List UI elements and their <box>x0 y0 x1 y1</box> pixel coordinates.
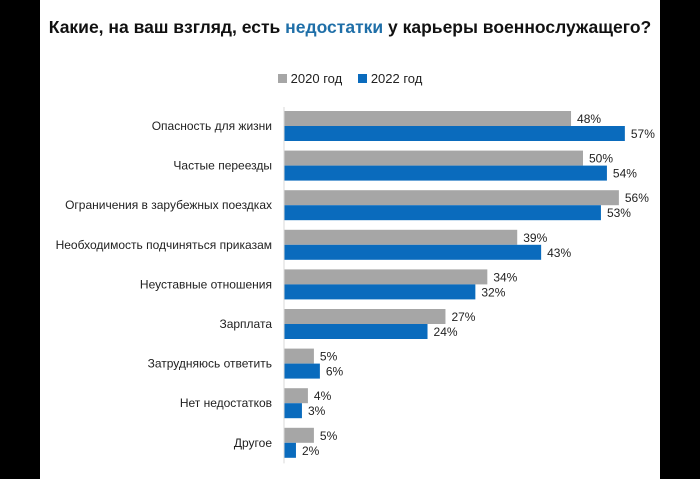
bar-2022 <box>284 284 476 300</box>
data-label: 4% <box>314 389 332 403</box>
data-label: 53% <box>607 206 631 220</box>
legend-label: 2022 год <box>370 71 423 86</box>
category-label: Необходимость подчиняться приказам <box>56 238 272 252</box>
bar-2020 <box>284 427 314 443</box>
legend-swatch <box>277 74 287 83</box>
data-label: 57% <box>631 127 655 141</box>
bar-2022 <box>284 403 302 419</box>
category-label: Ограничения в зарубежных поездках <box>65 198 272 212</box>
bar-2020 <box>284 388 308 404</box>
legend-label: 2020 год <box>290 71 343 86</box>
legend-swatch <box>357 74 367 83</box>
category-label: Затрудняюсь ответить <box>148 357 272 371</box>
category-label: Неуставные отношения <box>140 277 272 291</box>
legend: 2020 год 2022 год <box>40 71 660 86</box>
data-label: 32% <box>481 285 505 299</box>
title-part: Какие, на ваш взгляд, есть <box>48 17 286 37</box>
bar-2022 <box>284 205 601 221</box>
bar-2022 <box>284 126 625 141</box>
data-label: 3% <box>308 404 326 418</box>
category-label: Частые переезды <box>173 159 272 173</box>
data-label: 39% <box>523 231 547 245</box>
bar-2022 <box>284 363 320 379</box>
data-label: 54% <box>613 167 637 181</box>
legend-item-2020: 2020 год <box>277 71 343 86</box>
data-label: 5% <box>320 429 338 443</box>
bar-2022 <box>284 324 428 339</box>
bar-2022 <box>284 165 607 181</box>
category-label: Другое <box>234 436 272 450</box>
data-label: 27% <box>451 310 475 324</box>
data-label: 56% <box>625 191 649 205</box>
data-label: 34% <box>493 270 517 284</box>
data-label: 48% <box>577 112 601 126</box>
bar-2020 <box>284 111 572 126</box>
bar-2022 <box>284 244 542 260</box>
bar-2020 <box>284 348 314 364</box>
category-label: Опасность для жизни <box>152 119 272 133</box>
data-label: 50% <box>589 152 613 166</box>
category-label: Зарплата <box>219 317 272 331</box>
bar-2020 <box>284 150 583 166</box>
bar-2020 <box>284 269 488 285</box>
title-part: у карьеры военнослужащего? <box>383 17 652 37</box>
data-label: 43% <box>547 246 571 260</box>
bar-2020 <box>284 229 518 245</box>
bar-2020 <box>284 309 446 324</box>
chart-title: Какие, на ваш взгляд, есть недостатки у … <box>40 14 660 40</box>
data-label: 6% <box>326 365 344 379</box>
bar-2020 <box>284 190 619 206</box>
bar-2022 <box>284 442 296 458</box>
data-label: 5% <box>320 350 338 364</box>
legend-item-2022: 2022 год <box>357 71 423 86</box>
title-highlight: недостатки <box>285 17 384 37</box>
category-label: Нет недостатков <box>180 396 272 410</box>
data-label: 2% <box>302 444 320 458</box>
data-label: 24% <box>434 325 458 339</box>
